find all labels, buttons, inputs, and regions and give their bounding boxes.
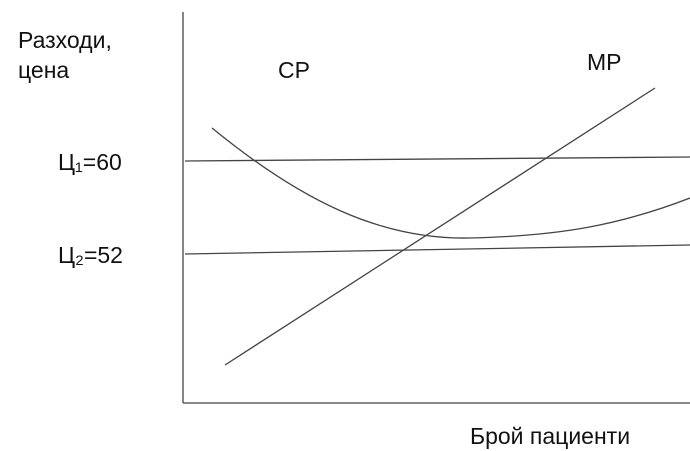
y-axis-label: Разходи, (18, 27, 112, 53)
price-label: Ц₂=52 (58, 242, 123, 268)
price-line-1 (184, 156, 690, 162)
price-label: Ц₁=60 (58, 149, 122, 175)
curve-label: СР (278, 57, 310, 83)
mp-curve (224, 87, 656, 366)
price-line-2 (184, 244, 690, 255)
x-axis-label: Брой пациенти (470, 423, 630, 449)
cp-curve (211, 127, 690, 239)
y-axis-label: цена (18, 57, 69, 83)
curve-label: МР (587, 49, 622, 75)
